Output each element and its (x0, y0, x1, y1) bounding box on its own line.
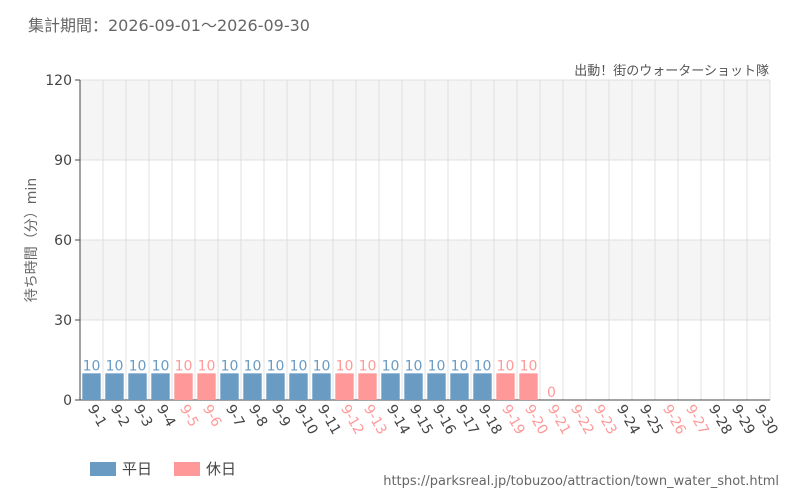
bar-value-label: 10 (106, 358, 124, 374)
bar-value-label: 10 (244, 358, 262, 374)
bar (335, 373, 354, 400)
y-tick-label: 120 (45, 73, 72, 89)
holiday-swatch (174, 461, 201, 476)
x-tick-label: 9-19 (498, 402, 528, 438)
bar-value-label: 10 (221, 358, 239, 374)
x-tick-label: 9-29 (728, 402, 758, 438)
legend: 平日 休日 (90, 458, 258, 479)
weekday-swatch (90, 461, 116, 476)
y-tick-label: 90 (54, 153, 72, 169)
period-label: 集計期間：2026-09-01〜2026-09-30 (28, 16, 310, 35)
bar (289, 373, 308, 400)
bar (243, 373, 262, 400)
bar-value-label: 10 (428, 358, 446, 374)
x-tick-label: 9-23 (590, 402, 620, 438)
bar-value-label: 10 (359, 358, 377, 374)
bar (496, 373, 515, 400)
chart-title: 出動！街のウォーターショット隊 (574, 64, 769, 79)
x-tick-label: 9-6 (199, 402, 224, 430)
x-tick-label: 9-15 (406, 402, 436, 438)
x-tick-label: 9-27 (682, 402, 712, 438)
bar (128, 373, 147, 400)
x-tick-label: 9-20 (521, 402, 551, 438)
x-tick-label: 9-28 (705, 402, 735, 438)
x-tick-label: 9-2 (107, 402, 132, 430)
x-tick-label: 9-16 (429, 402, 459, 438)
x-tick-label: 9-11 (314, 402, 344, 438)
x-tick-label: 9-7 (222, 402, 247, 430)
y-tick-label: 0 (63, 393, 72, 409)
y-tick-label: 60 (54, 233, 72, 249)
bar (197, 373, 216, 400)
legend-weekday-label: 平日 (122, 460, 153, 478)
x-tick-label: 9-9 (268, 402, 293, 430)
bar-value-label: 10 (497, 358, 515, 374)
bar-value-label: 10 (290, 358, 308, 374)
bar (312, 373, 331, 400)
bar (151, 373, 170, 400)
x-tick-label: 9-21 (544, 402, 574, 438)
bar-value-label: 10 (405, 358, 423, 374)
bar (266, 373, 285, 400)
x-tick-label: 9-22 (567, 402, 597, 438)
bar (450, 373, 469, 400)
bar-value-label: 10 (451, 358, 469, 374)
bar (358, 373, 377, 400)
x-tick-label: 9-30 (751, 402, 781, 438)
bar-value-label: 10 (336, 358, 354, 374)
bar (174, 373, 193, 400)
legend-item-holiday: 休日 (174, 458, 236, 479)
bar-value-label: 10 (83, 358, 101, 374)
x-tick-label: 9-10 (291, 402, 321, 438)
x-tick-label: 9-1 (84, 402, 109, 430)
bar (404, 373, 423, 400)
bar-value-label: 10 (152, 358, 170, 374)
x-tick-label: 9-24 (613, 402, 643, 438)
bar-value-label: 10 (382, 358, 400, 374)
bar (105, 373, 124, 400)
bar-value-label: 10 (474, 358, 492, 374)
x-tick-label: 9-8 (245, 402, 270, 430)
bar (381, 373, 400, 400)
bar-value-label: 10 (198, 358, 216, 374)
bar (82, 373, 101, 400)
bar-value-label: 10 (175, 358, 193, 374)
legend-holiday-label: 休日 (206, 460, 237, 478)
source-url[interactable]: https://parksreal.jp/tobuzoo/attraction/… (383, 474, 779, 489)
x-tick-label: 9-3 (130, 402, 155, 430)
bar-value-label: 10 (520, 358, 538, 374)
bar-value-label: 0 (547, 385, 556, 401)
y-tick-label: 30 (54, 313, 72, 329)
bar (220, 373, 239, 400)
bar-value-label: 10 (129, 358, 147, 374)
x-tick-label: 9-18 (475, 402, 505, 438)
bar-value-label: 10 (313, 358, 331, 374)
x-tick-label: 9-4 (153, 402, 178, 430)
bar (519, 373, 538, 400)
x-tick-label: 9-12 (337, 402, 367, 438)
x-tick-label: 9-25 (636, 402, 666, 438)
x-tick-label: 9-26 (659, 402, 689, 438)
x-tick-label: 9-13 (360, 402, 390, 438)
x-tick-label: 9-5 (176, 402, 201, 430)
x-tick-label: 9-17 (452, 402, 482, 438)
legend-item-weekday: 平日 (90, 458, 152, 479)
bar (427, 373, 446, 400)
bar-value-label: 10 (267, 358, 285, 374)
x-tick-label: 9-14 (383, 402, 413, 438)
bar (473, 373, 492, 400)
